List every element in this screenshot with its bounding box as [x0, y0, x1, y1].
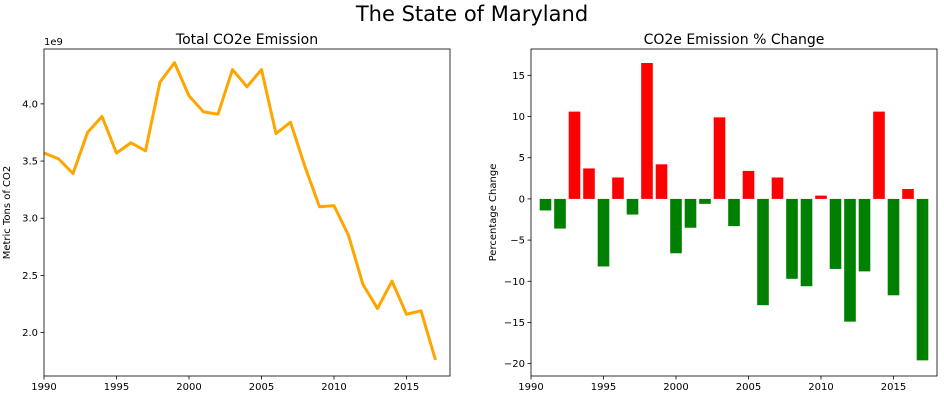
bar-2001 — [684, 198, 697, 228]
line-chart-x-tick-label: 2010 — [321, 382, 346, 393]
bar-chart-y-tick-label: 0 — [519, 194, 525, 205]
bar-2017 — [916, 198, 929, 361]
line-chart-x-tick-label: 1990 — [31, 382, 56, 393]
bar-2014 — [873, 111, 885, 199]
line-chart-x-tick-label: 2005 — [249, 382, 274, 393]
bar-1992 — [554, 198, 566, 229]
bar-2016 — [902, 189, 914, 199]
bar-2008 — [786, 198, 798, 279]
bar-1995 — [597, 198, 610, 267]
bar-2002 — [699, 198, 711, 204]
bar-2005 — [742, 170, 755, 199]
bar-1999 — [655, 164, 668, 199]
bar-2010 — [815, 195, 827, 199]
emission-change-bar-chart: CO2e Emission % Change Percentage Change 1… — [488, 32, 938, 393]
bar-2004 — [728, 198, 740, 227]
line-chart-y-tick-label: 4.0 — [22, 99, 38, 110]
bar-chart-y-tick-label: −15 — [504, 318, 525, 329]
bar-2003 — [713, 117, 726, 199]
bar-2007 — [771, 177, 784, 199]
line-chart-y-scale-label: 1e9 — [44, 37, 63, 48]
line-chart-y-tick-label: 3.0 — [22, 214, 38, 225]
bar-chart-x-tick-label: 1995 — [591, 382, 616, 393]
line-chart-y-axis-label: Metric Tons of CO2 — [2, 166, 13, 260]
figure-title: The State of Maryland — [355, 2, 589, 26]
bar-chart-y-tick-label: −20 — [504, 359, 525, 370]
line-chart-x-tick-label: 1995 — [104, 382, 129, 393]
bar-chart-y-tick-label: 15 — [512, 71, 525, 82]
line-chart-y-tick-label: 2.0 — [22, 328, 38, 339]
bar-chart-title: CO2e Emission % Change — [644, 32, 825, 48]
bar-1997 — [626, 198, 639, 215]
bar-1994 — [583, 168, 595, 199]
bar-chart-y-tick-label: 10 — [512, 112, 525, 123]
line-chart-y-tick-label: 2.5 — [22, 271, 38, 282]
bar-chart-y-tick-label: −5 — [510, 236, 525, 247]
bar-chart-y-tick-label: −10 — [504, 277, 525, 288]
bar-chart-x-tick-label: 2010 — [808, 382, 833, 393]
bar-chart-x-tick-label: 2000 — [663, 382, 688, 393]
emission-series-line — [44, 61, 437, 361]
bar-2006 — [757, 198, 769, 306]
bar-chart-x-tick-label: 2015 — [881, 382, 906, 393]
line-chart-x-tick-label: 2015 — [394, 382, 419, 393]
line-chart-x-tick-label: 2000 — [176, 382, 201, 393]
bar-chart-axes-frame — [530, 48, 938, 377]
bar-2000 — [670, 198, 682, 254]
line-chart-axes-frame — [43, 48, 451, 377]
bar-2011 — [829, 198, 842, 269]
bar-2013 — [858, 198, 871, 272]
bar-chart-y-tick-label: 5 — [519, 153, 525, 164]
total-emission-line-chart: Total CO2e Emission Metric Tons of CO2 199… — [2, 32, 451, 393]
line-chart-title: Total CO2e Emission — [175, 32, 318, 48]
bar-2009 — [800, 198, 813, 287]
bar-1993 — [568, 111, 581, 199]
line-chart-y-tick-label: 3.5 — [22, 157, 38, 168]
bar-1991 — [539, 198, 552, 211]
bar-chart-x-tick-label: 2005 — [736, 382, 761, 393]
bar-chart-x-tick-label: 1990 — [518, 382, 543, 393]
bar-1996 — [612, 177, 624, 199]
bar-chart-y-axis-label: Percentage Change — [488, 164, 499, 262]
bar-2015 — [887, 198, 900, 296]
bar-2012 — [844, 198, 856, 322]
bar-1998 — [641, 63, 653, 199]
